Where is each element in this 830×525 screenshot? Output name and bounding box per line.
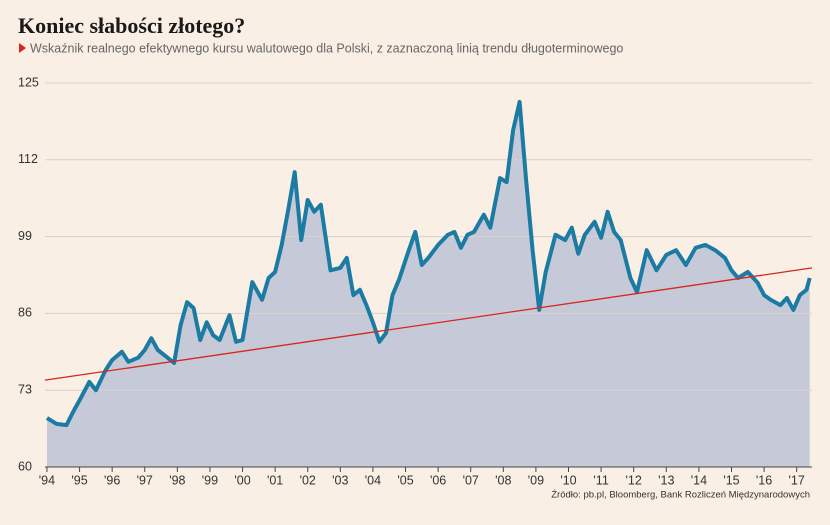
x-tick-label: '12 <box>626 473 642 487</box>
x-tick-label: '10 <box>560 473 576 487</box>
x-tick-label: '02 <box>300 473 316 487</box>
x-tick-label: '04 <box>365 473 381 487</box>
x-tick-label: '08 <box>495 473 511 487</box>
x-tick-label: '99 <box>202 473 218 487</box>
x-tick-label: '13 <box>658 473 674 487</box>
subtitle-marker <box>19 43 26 53</box>
x-tick-label: '96 <box>104 473 120 487</box>
trend-line <box>44 267 813 381</box>
x-tick-label: '97 <box>137 473 153 487</box>
x-tick-label: '15 <box>723 473 739 487</box>
chart-subtitle: Wskaźnik realnego efektywnego kursu walu… <box>30 41 623 55</box>
x-tick-label: '98 <box>169 473 185 487</box>
y-tick-label: 112 <box>18 152 38 166</box>
x-tick-label: '11 <box>593 473 608 487</box>
x-tick-label: '06 <box>430 473 446 487</box>
area <box>47 101 810 468</box>
x-tick-label: '07 <box>463 473 479 487</box>
y-tick-label: 73 <box>18 382 32 396</box>
x-tick-label: '09 <box>528 473 544 487</box>
y-tick-label: 99 <box>18 229 32 243</box>
x-tick-label: '94 <box>39 473 55 487</box>
source-note: Źródło: pb.pl, Bloomberg, Bank Rozliczeń… <box>551 490 810 501</box>
y-tick-label: 60 <box>18 459 32 473</box>
x-tick-label: '00 <box>234 473 250 487</box>
y-tick-label: 125 <box>18 75 39 89</box>
x-tick-label: '14 <box>691 473 707 487</box>
y-tick-label: 86 <box>18 306 32 320</box>
x-tick-label: '01 <box>267 473 283 487</box>
x-tick-label: '03 <box>332 473 348 487</box>
chart-title: Koniec słabości złotego? <box>18 13 245 38</box>
x-tick-label: '16 <box>756 473 772 487</box>
x-tick-label: '95 <box>71 473 87 487</box>
x-tick-label: '17 <box>789 473 805 487</box>
x-tick-label: '05 <box>397 473 413 487</box>
line <box>45 99 812 428</box>
